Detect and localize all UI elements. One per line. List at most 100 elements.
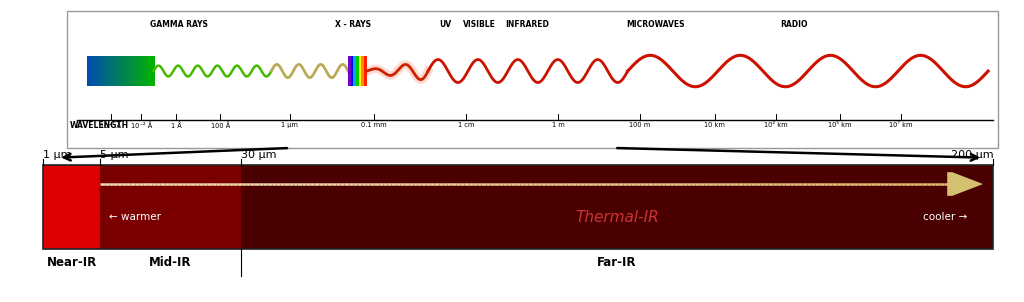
Text: RADIO: RADIO [780,20,807,29]
Bar [152,56,154,86]
Bar [124,56,126,86]
Text: 1 m: 1 m [552,122,564,128]
Bar [351,56,354,86]
Text: Mid-IR: Mid-IR [150,256,191,269]
Bar [116,56,118,86]
Bar [111,56,113,86]
Text: GAMMA RAYS: GAMMA RAYS [151,20,208,29]
Bar [115,56,117,86]
Bar [358,56,361,86]
Bar [95,56,97,86]
Bar [104,56,106,86]
Bar [145,56,148,86]
Text: 10⁻² Å: 10⁻² Å [131,122,152,129]
Text: VISIBLE: VISIBLE [463,20,496,29]
Bar [147,56,150,86]
Text: 1 cm: 1 cm [458,122,474,128]
Bar [100,165,241,249]
Bar [130,56,132,86]
Bar [87,56,89,86]
Bar [100,56,102,86]
Bar [132,56,135,86]
Text: INFRARED: INFRARED [506,20,549,29]
Text: 30 μm: 30 μm [241,150,276,160]
Bar [122,56,124,86]
Text: 1 Å: 1 Å [171,122,181,129]
Bar [135,56,137,86]
Bar [123,56,125,86]
Bar [151,56,153,86]
Bar [364,56,367,86]
Text: Near-IR: Near-IR [46,256,97,269]
Bar [356,56,359,86]
Bar [99,56,101,86]
Bar [361,56,365,86]
Bar [241,165,993,249]
Text: ← warmer: ← warmer [109,212,161,222]
Bar [139,56,141,86]
Bar [109,56,111,86]
Text: 10⁷ km: 10⁷ km [890,122,912,128]
Text: Far-IR: Far-IR [597,256,637,269]
Bar [103,56,105,86]
Bar [140,56,142,86]
Bar [43,165,100,249]
Bar [119,56,122,86]
Bar [97,56,99,86]
Bar [90,56,92,86]
Bar [91,56,93,86]
Text: 100 Å: 100 Å [211,122,229,129]
Bar [348,56,351,86]
Bar [102,56,104,86]
Bar [98,56,100,86]
Text: 200 μm: 200 μm [950,150,993,160]
Bar [94,56,96,86]
Bar [126,56,128,86]
Bar [143,56,145,86]
Text: 10 km: 10 km [705,122,725,128]
Bar [137,56,139,86]
Bar [121,56,123,86]
Bar [96,56,98,86]
Bar [43,165,993,249]
Text: WAVELENGTH: WAVELENGTH [70,121,129,130]
Bar [129,56,131,86]
Text: 100 m: 100 m [630,122,650,128]
Bar [112,56,114,86]
Bar [141,56,143,86]
Text: 10⁵ km: 10⁵ km [828,122,851,128]
Bar [148,56,151,86]
Bar [101,56,103,86]
Text: 5 μm: 5 μm [100,150,129,160]
Text: cooler →: cooler → [924,212,968,222]
Bar [153,56,155,86]
Bar [128,56,130,86]
Text: UV: UV [439,20,452,29]
Bar [108,56,110,86]
Bar [138,56,140,86]
Text: 0.1 mm: 0.1 mm [360,122,387,128]
Bar [110,56,112,86]
Text: 10⁻⁴ Å: 10⁻⁴ Å [100,122,121,129]
Bar [117,56,119,86]
Bar [353,56,356,86]
Bar [114,56,116,86]
Bar [67,11,998,148]
Bar [118,56,120,86]
Bar [105,56,109,86]
Text: 1 μm: 1 μm [43,150,72,160]
FancyArrow shape [947,172,983,196]
Text: 10² km: 10² km [764,122,788,128]
Text: 1 μm: 1 μm [282,122,298,128]
Bar [136,56,138,86]
Bar [92,56,95,86]
Bar [127,56,129,86]
Bar [131,56,133,86]
Text: Thermal-IR: Thermal-IR [575,210,658,224]
Text: X - RAYS: X - RAYS [335,20,372,29]
Bar [133,56,136,86]
Text: MICROWAVES: MICROWAVES [626,20,685,29]
Bar [142,56,144,86]
Bar [125,56,127,86]
Bar [89,56,91,86]
